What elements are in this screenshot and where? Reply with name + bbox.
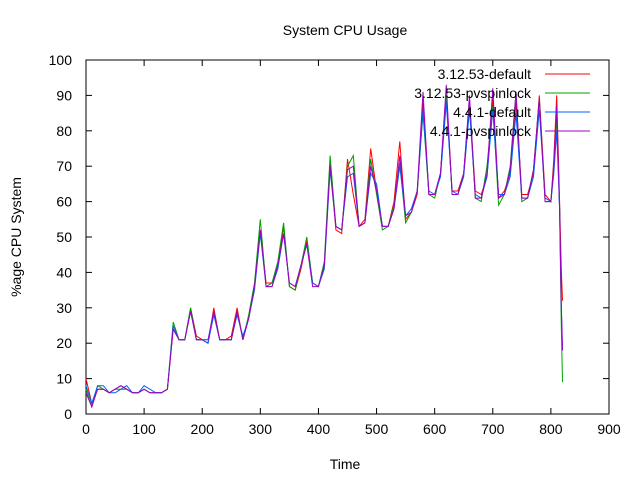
x-tick-label: 700 — [481, 421, 505, 437]
y-tick-label: 90 — [56, 87, 72, 103]
legend-label-1: 3.12.53-default — [438, 66, 532, 82]
x-tick-label: 500 — [365, 421, 389, 437]
x-tick-label: 200 — [191, 421, 215, 437]
x-axis-label: Time — [330, 456, 361, 472]
x-tick-label: 300 — [249, 421, 273, 437]
legend-label-4: 4.4.1-pvspinlock — [430, 123, 532, 139]
y-tick-label: 70 — [56, 158, 72, 174]
y-tick-label: 0 — [64, 406, 72, 422]
series-line-4 — [85, 84, 563, 409]
y-tick-label: 80 — [56, 123, 72, 139]
x-tick-label: 600 — [423, 421, 447, 437]
x-tick-label: 0 — [82, 421, 90, 437]
y-tick-label: 100 — [49, 52, 73, 68]
y-axis-label: %age CPU System — [8, 177, 24, 297]
series-line-3 — [85, 102, 563, 406]
y-tick-label: 30 — [56, 300, 72, 316]
x-tick-label: 900 — [597, 421, 621, 437]
y-tick-label: 50 — [56, 229, 72, 245]
series-line-1 — [85, 95, 563, 406]
series-line-2 — [85, 91, 563, 409]
series-lines — [85, 84, 563, 409]
x-tick-label: 100 — [132, 421, 156, 437]
chart-title: System CPU Usage — [283, 22, 408, 38]
legend: 3.12.53-default 3.12.53-pvspinlock 4.4.1-d… — [414, 66, 590, 139]
y-tick-label: 60 — [56, 194, 72, 210]
y-tick-label: 40 — [56, 264, 72, 280]
axis-ticks: 0 100 200 300 400 500 600 700 800 900 0 10 20 30 40 50 6… — [49, 52, 621, 437]
legend-label-2: 3.12.53-pvspinlock — [414, 85, 532, 101]
legend-label-3: 4.4.1-default — [453, 104, 531, 120]
x-tick-label: 800 — [539, 421, 563, 437]
x-tick-label: 400 — [307, 421, 331, 437]
y-tick-label: 10 — [56, 371, 72, 387]
y-tick-label: 20 — [56, 335, 72, 351]
